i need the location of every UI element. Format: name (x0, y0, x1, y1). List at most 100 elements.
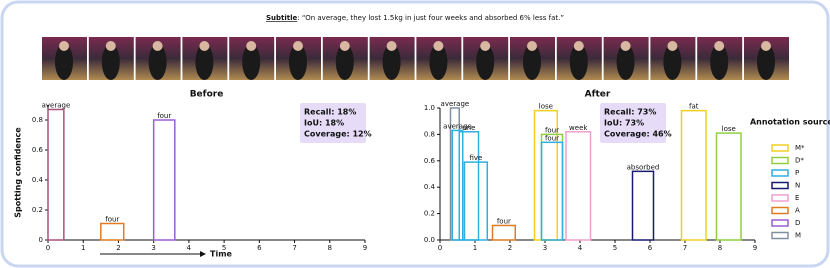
interval-label: four (545, 126, 559, 134)
frame-person (757, 44, 775, 80)
legend-swatch (771, 169, 789, 177)
subtitle-text: : “On average, they lost 1.5kg in just f… (297, 14, 564, 22)
legend-label: M* (795, 144, 805, 152)
frame-face (59, 41, 69, 51)
interval-label: lose (722, 125, 736, 133)
interval-bar (463, 161, 488, 241)
interval-label: week (569, 124, 588, 132)
interval-bar (715, 132, 742, 241)
x-tick-label: 5 (222, 244, 226, 252)
legend-label: D (795, 219, 800, 227)
y-tick-label: 0.4 (424, 183, 436, 191)
frame-face (573, 41, 584, 51)
stats-box (600, 103, 666, 143)
frame-person (242, 44, 261, 80)
x-tick-label: 9 (753, 244, 757, 252)
video-frames (42, 37, 789, 80)
interval-label: five (469, 154, 482, 162)
frame-face (105, 41, 116, 51)
frame-person (195, 44, 214, 80)
stat-text: Recall: 73% (604, 108, 656, 117)
x-axis-label: Time (210, 250, 233, 259)
frame-person (335, 44, 354, 80)
legend-label: N (795, 182, 800, 190)
interval-label: one (462, 124, 475, 132)
stat-text: Recall: 18% (304, 108, 356, 117)
legend-swatch (771, 206, 789, 215)
frame-face (246, 41, 257, 51)
stat-text: Coverage: 12% (304, 130, 372, 139)
legend-swatch (771, 231, 789, 240)
x-tick-label: 8 (718, 244, 722, 252)
interval-bar (680, 109, 707, 241)
y-tick-label: 0.6 (424, 157, 436, 165)
frame-face (480, 41, 491, 51)
frame-face (667, 41, 678, 51)
frame-face (152, 41, 163, 51)
interval-label: average (443, 122, 472, 130)
interval-bar (152, 119, 176, 241)
x-tick-label: 3 (543, 244, 547, 252)
frame-person (476, 44, 495, 80)
frame-person (148, 44, 167, 80)
frame-face (433, 41, 444, 51)
stats-box (300, 103, 366, 143)
x-tick-label: 4 (578, 244, 583, 252)
stat-text: IoU: 18% (304, 119, 344, 128)
y-tick-label: 0.0 (424, 236, 435, 244)
x-tick-label: 2 (116, 244, 120, 252)
y-tick-label: 0.4 (32, 176, 44, 184)
x-tick-label: 0 (46, 244, 50, 252)
x-tick-label: 0 (438, 244, 442, 252)
frame-face (199, 41, 210, 51)
frame-face (714, 41, 725, 51)
interval-bar (47, 108, 65, 241)
frame-person (710, 44, 729, 80)
interval-label: four (497, 217, 511, 225)
y-tick-label: 1.0 (424, 104, 435, 112)
frame-person (429, 44, 448, 80)
interval-bar (491, 224, 516, 241)
legend-label: A (795, 207, 800, 215)
legend-label: E (795, 194, 799, 202)
frame-person (616, 44, 635, 80)
legend-label: M (795, 232, 801, 240)
legend-label: D* (795, 157, 804, 165)
x-tick-label: 7 (292, 244, 296, 252)
x-tick-label: 5 (613, 244, 617, 252)
interval-label: four (105, 216, 119, 224)
legend-swatch (771, 194, 789, 202)
frame-person (101, 44, 120, 80)
y-tick-label: 0.2 (32, 206, 43, 214)
x-tick-label: 1 (473, 244, 477, 252)
stat-text: IoU: 73% (604, 119, 644, 128)
interval-label: lose (539, 103, 553, 111)
frame-person (382, 44, 401, 80)
frame-face (620, 41, 631, 51)
x-tick-label: 1 (81, 244, 85, 252)
x-tick-label: 8 (328, 244, 332, 252)
x-tick-label: 7 (683, 244, 687, 252)
y-axis-label: Spotting confidence (14, 127, 23, 218)
frame-face (761, 41, 771, 51)
interval-bar (451, 129, 464, 241)
legend-swatch (771, 144, 789, 152)
interval-label: absorbed (627, 163, 660, 171)
interval-bar (540, 141, 564, 241)
interval-label: average (441, 100, 470, 108)
frame-person (55, 44, 73, 80)
x-tick-label: 2 (508, 244, 512, 252)
x-tick-label: 4 (187, 244, 192, 252)
y-tick-label: 0.2 (424, 210, 435, 218)
x-tick-label: 6 (648, 244, 653, 252)
frame-face (293, 41, 303, 51)
y-tick-label: 0 (39, 236, 43, 244)
x-tick-label: 3 (151, 244, 155, 252)
frame-face (386, 41, 397, 51)
interval-label: fat (689, 103, 699, 111)
subtitle: Subtitle: “On average, they lost 1.5kg i… (266, 14, 564, 22)
legend-swatch (771, 181, 789, 190)
y-tick-label: 0.6 (32, 146, 44, 154)
